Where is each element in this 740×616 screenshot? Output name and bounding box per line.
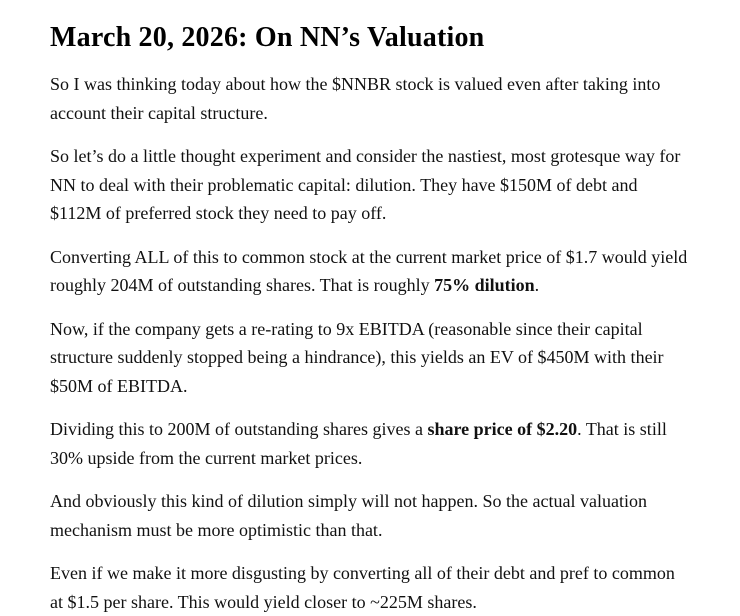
paragraph: And obviously this kind of dilution simp… bbox=[50, 487, 692, 544]
paragraph: So I was thinking today about how the $N… bbox=[50, 70, 692, 127]
body-text: Now, if the company gets a re-rating to … bbox=[50, 318, 664, 396]
paragraph: Converting ALL of this to common stock a… bbox=[50, 243, 692, 300]
body-text: Even if we make it more disgusting by co… bbox=[50, 563, 675, 612]
paragraph: So let’s do a little thought experiment … bbox=[50, 142, 692, 228]
body-text: Dividing this to 200M of outstanding sha… bbox=[50, 419, 428, 439]
body-text: . That is still 30% upside from the curr… bbox=[50, 419, 667, 468]
bold-text: share price of $2.20 bbox=[427, 419, 578, 439]
body-text: And obviously this kind of dilution simp… bbox=[50, 491, 647, 540]
paragraph: Dividing this to 200M of outstanding sha… bbox=[50, 415, 692, 472]
bold-text: 75% dilution bbox=[434, 275, 535, 295]
paragraph: Now, if the company gets a re-rating to … bbox=[50, 315, 692, 401]
paragraph: Even if we make it more disgusting by co… bbox=[50, 559, 692, 616]
body-text: Converting ALL of this to common stock a… bbox=[50, 246, 688, 296]
post-body: So I was thinking today about how the $N… bbox=[50, 70, 692, 616]
body-text: So let’s do a little thought experiment … bbox=[50, 146, 681, 223]
body-text: So I was thinking today about how the $N… bbox=[50, 74, 661, 123]
body-text: . bbox=[534, 275, 540, 295]
page-title: March 20, 2026: On NN’s Valuation bbox=[50, 22, 485, 53]
